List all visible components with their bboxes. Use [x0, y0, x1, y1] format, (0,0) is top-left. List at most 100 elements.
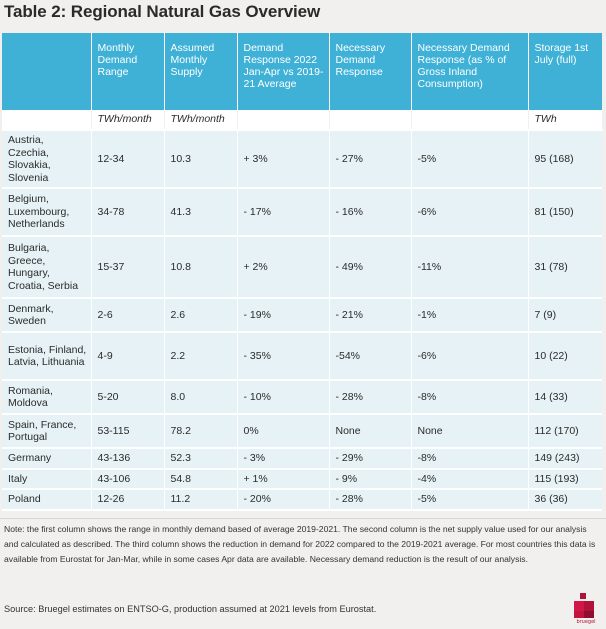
- table-cell: 115 (193): [528, 468, 602, 490]
- table-row: Bulgaria, Greece, Hungary, Croatia, Serb…: [2, 236, 602, 299]
- table-cell: -8%: [411, 448, 529, 470]
- region-cell: Bulgaria, Greece, Hungary, Croatia, Serb…: [2, 236, 92, 299]
- table-row: Austria, Czechia, Slovakia, Slovenia 12-3…: [2, 130, 602, 189]
- table-row: Denmark, Sweden 2-6 2.6- 19% - 21% -1% 7 (9): [2, 298, 602, 333]
- table-row: Spain, France, Portugal 53-115 78.2 0% None N…: [2, 414, 602, 449]
- table-cell: 4-9: [91, 332, 165, 381]
- table-cell: 149 (243): [528, 448, 602, 470]
- table-cell: - 20%: [237, 489, 330, 511]
- gas-overview-table-container: Monthly Demand Range Assumed Monthly Sup…: [2, 33, 603, 511]
- region-cell: Austria, Czechia, Slovakia, Slovenia: [2, 130, 92, 189]
- region-cell: Estonia, Finland, Latvia, Lithuania: [2, 332, 92, 381]
- gas-overview-table: Monthly Demand Range Assumed Monthly Sup…: [2, 33, 603, 511]
- table-cell: 2.2: [164, 332, 238, 381]
- table-cell: -1%: [411, 298, 529, 333]
- table-cell: - 3%: [237, 448, 330, 470]
- table-row: Poland 12-26 11.2- 20% - 28% -5% 36 (36): [2, 489, 602, 511]
- table-cell: 15-37: [91, 236, 165, 299]
- table-cell: 8.0: [164, 380, 238, 415]
- table-cell: -54%: [329, 332, 412, 381]
- unit-cell: [329, 110, 412, 131]
- header-necessary-demand-response-pct: Necessary Demand Response (as % of Gross…: [411, 33, 529, 110]
- table-cell: - 9%: [329, 468, 412, 490]
- table-cell: 7 (9): [528, 298, 602, 333]
- unit-cell: TWh/month: [91, 110, 165, 131]
- table-cell: 53-115: [91, 414, 165, 449]
- table-cell: 11.2: [164, 489, 238, 511]
- table-cell: 10.8: [164, 236, 238, 299]
- table-cell: 41.3: [164, 188, 238, 237]
- logo-text: bruegel: [576, 619, 596, 625]
- table-cell: -6%: [411, 188, 529, 237]
- header-monthly-demand-range: Monthly Demand Range: [91, 33, 165, 110]
- table-row: Germany 43-136 52.3- 3% - 29% -8% 149 (243): [2, 448, 602, 470]
- table-cell: - 28%: [329, 489, 412, 511]
- table-cell: - 49%: [329, 236, 412, 299]
- table-cell: None: [411, 414, 529, 449]
- table-cell: 43-106: [91, 468, 165, 490]
- bruegel-logo: bruegel: [572, 593, 600, 626]
- unit-cell: [2, 110, 92, 131]
- table-cell: -6%: [411, 332, 529, 381]
- table-cell: -5%: [411, 489, 529, 511]
- table-cell: 10 (22): [528, 332, 602, 381]
- table-cell: - 17%: [237, 188, 330, 237]
- bruegel-logo-icon: [574, 593, 594, 618]
- table-cell: - 35%: [237, 332, 330, 381]
- header-assumed-monthly-supply: Assumed Monthly Supply: [164, 33, 238, 110]
- table-cell: 112 (170): [528, 414, 602, 449]
- table-cell: 81 (150): [528, 188, 602, 237]
- table-cell: 14 (33): [528, 380, 602, 415]
- source-line: Source: Bruegel estimates on ENTSO-G, pr…: [4, 604, 377, 614]
- table-cell: 78.2: [164, 414, 238, 449]
- table-cell: 5-20: [91, 380, 165, 415]
- table-cell: 31 (78): [528, 236, 602, 299]
- region-cell: Poland: [2, 489, 92, 511]
- table-cell: + 3%: [237, 130, 330, 189]
- table-cell: 10.3: [164, 130, 238, 189]
- region-cell: Italy: [2, 468, 92, 490]
- table-cell: -8%: [411, 380, 529, 415]
- region-cell: Germany: [2, 448, 92, 470]
- table-cell: 12-34: [91, 130, 165, 189]
- table-cell: 36 (36): [528, 489, 602, 511]
- table-cell: - 28%: [329, 380, 412, 415]
- header-region: [2, 33, 92, 110]
- unit-cell: [237, 110, 330, 131]
- table-cell: None: [329, 414, 412, 449]
- table-cell: -5%: [411, 130, 529, 189]
- header-storage-1st-july: Storage 1st July (full): [528, 33, 602, 110]
- table-note: Note: the first column shows the range i…: [4, 524, 596, 565]
- table-cell: 12-26: [91, 489, 165, 511]
- table-cell: 52.3: [164, 448, 238, 470]
- table-cell: - 19%: [237, 298, 330, 333]
- table-cell: - 21%: [329, 298, 412, 333]
- table-header-row: Monthly Demand Range Assumed Monthly Sup…: [2, 33, 602, 110]
- header-demand-response-2022: Demand Response 2022 Jan-Apr vs 2019-21 …: [237, 33, 330, 110]
- note-divider: [0, 518, 606, 519]
- table-row: Romania, Moldova 5-20 8.0- 10% - 28% -8% 14 (…: [2, 380, 602, 415]
- unit-cell: [411, 110, 529, 131]
- header-necessary-demand-response: Necessary Demand Response: [329, 33, 412, 110]
- page-title: Table 2: Regional Natural Gas Overview: [4, 2, 321, 21]
- table-row: Italy 43-106 54.8 + 1% - 9% -4% 115 (193): [2, 468, 602, 490]
- unit-cell: TWh: [528, 110, 603, 131]
- region-cell: Belgium, Luxembourg, Netherlands: [2, 188, 92, 237]
- table-cell: - 10%: [237, 380, 330, 415]
- table-cell: 2-6: [91, 298, 165, 333]
- units-row: TWh/month TWh/month TWh: [2, 110, 603, 131]
- table-cell: 95 (168): [528, 130, 602, 189]
- table-cell: 2.6: [164, 298, 238, 333]
- region-cell: Denmark, Sweden: [2, 298, 92, 333]
- table-cell: - 27%: [329, 130, 412, 189]
- table-cell: 54.8: [164, 468, 238, 490]
- region-cell: Romania, Moldova: [2, 380, 92, 415]
- table-cell: - 29%: [329, 448, 412, 470]
- table-cell: 34-78: [91, 188, 165, 237]
- table-cell: - 16%: [329, 188, 412, 237]
- table-cell: + 1%: [237, 468, 330, 490]
- unit-cell: TWh/month: [164, 110, 238, 131]
- table-row: Estonia, Finland, Latvia, Lithuania 4-9 2.…: [2, 332, 602, 381]
- table-cell: -11%: [411, 236, 529, 299]
- table-cell: 43-136: [91, 448, 165, 470]
